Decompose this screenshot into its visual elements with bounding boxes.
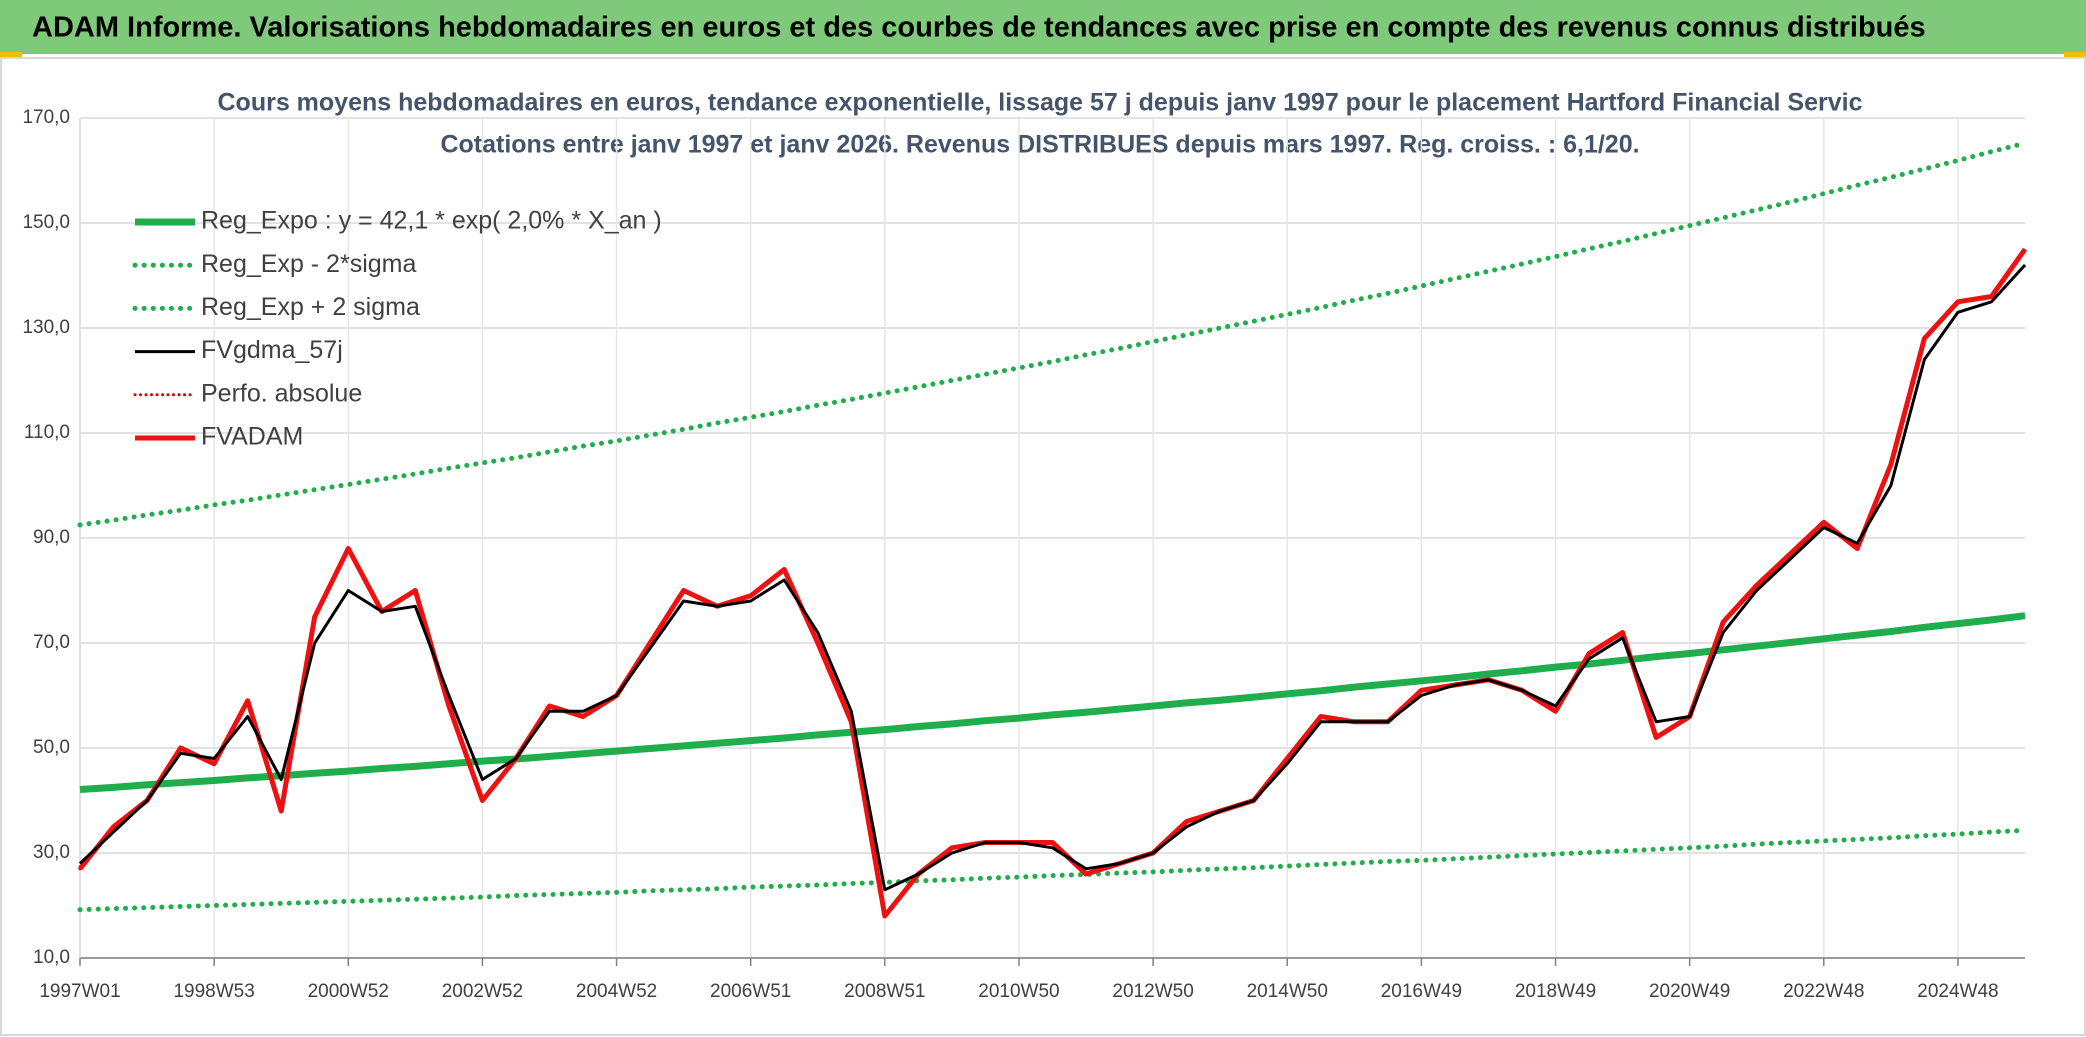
x-tick-label: 2000W52	[308, 981, 389, 1002]
y-tick-label: 30,0	[33, 842, 70, 863]
legend-label: Reg_Expo : y = 42,1 * exp( 2,0% * X_an )	[201, 207, 662, 235]
x-tick-label: 2006W51	[710, 981, 791, 1002]
series-line	[78, 263, 2027, 892]
x-tick-label: 2022W48	[1783, 981, 1864, 1002]
x-tick-label: 2002W52	[442, 981, 523, 1002]
legend-label: FVgdma_57j	[201, 336, 343, 364]
legend-label: Reg_Exp - 2*sigma	[201, 250, 416, 278]
x-tick-label: 2014W50	[1247, 981, 1328, 1002]
x-tick-label: 2008W51	[844, 981, 925, 1002]
y-tick-label: 70,0	[33, 632, 70, 653]
x-tick-label: 2020W49	[1649, 981, 1730, 1002]
y-tick-label: 150,0	[22, 212, 70, 233]
x-tick-label: 1997W01	[39, 981, 120, 1002]
legend-label: Perfo. absolue	[201, 379, 362, 407]
x-tick-label: 2018W49	[1515, 981, 1596, 1002]
y-tick-label: 50,0	[33, 737, 70, 758]
x-tick-label: 2024W48	[1917, 981, 1998, 1002]
corner-mark	[0, 52, 22, 58]
x-tick-label: 2004W52	[576, 981, 657, 1002]
x-tick-label: 1998W53	[173, 981, 254, 1002]
y-tick-label: 130,0	[22, 317, 70, 338]
y-tick-label: 90,0	[33, 527, 70, 548]
corner-mark	[2064, 52, 2086, 58]
series-line	[77, 140, 2028, 528]
page-title: ADAM Informe. Valorisations hebdomadaire…	[32, 12, 1926, 44]
x-tick-label: 2010W50	[978, 981, 1059, 1002]
series-line	[77, 827, 2028, 913]
y-tick-label: 170,0	[22, 107, 70, 128]
chart-title: Cours moyens hebdomadaires en euros, ten…	[218, 89, 1863, 117]
series-line	[79, 612, 2026, 793]
title-bar	[0, 0, 2086, 54]
y-tick-label: 110,0	[24, 422, 70, 443]
y-tick-label: 10,0	[33, 947, 70, 968]
x-tick-label: 2016W49	[1381, 981, 1462, 1002]
chart-subtitle: Cotations entre janv 1997 et janv 2026. …	[440, 131, 1639, 159]
legend-label: Reg_Exp + 2 sigma	[201, 293, 420, 321]
legend-label: FVADAM	[201, 423, 303, 451]
chart-frame	[0, 57, 2086, 1036]
x-tick-label: 2012W50	[1112, 981, 1193, 1002]
